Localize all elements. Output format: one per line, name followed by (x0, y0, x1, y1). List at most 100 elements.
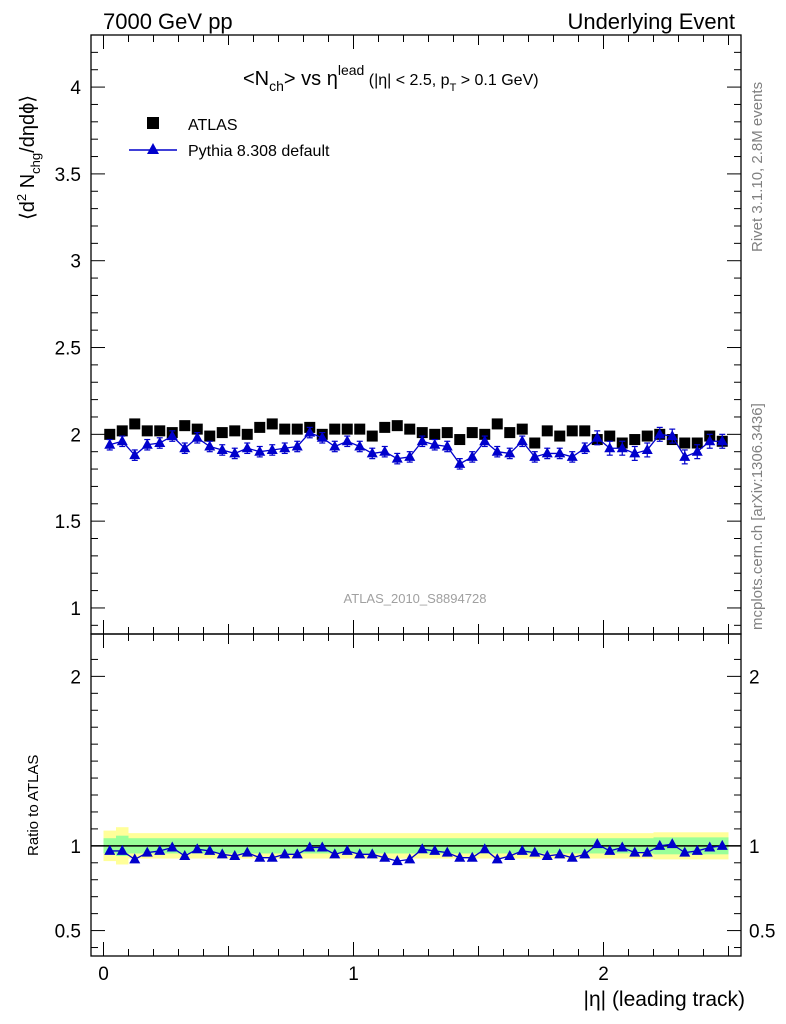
atlas-point (404, 423, 416, 435)
ratio-ytick-label-right: 1 (749, 837, 760, 858)
ratio-pythia-point (591, 838, 603, 849)
axes: 1 1.5 2 2.5 3 3.5 4 0.5 0.5 1 1 2 2 0 1 2 (55, 34, 775, 985)
atlas-point (454, 434, 466, 446)
legend: ATLAS Pythia 8.308 default (129, 117, 330, 160)
pythia-point (704, 435, 716, 446)
ratio-pythia-point (429, 844, 441, 855)
pythia-point (454, 457, 466, 468)
ratio-pythia-point (516, 844, 528, 855)
atlas-point (491, 418, 503, 430)
pythia-point (516, 435, 528, 446)
ratio-pythia-point (579, 848, 591, 859)
ratio-ylabel: Ratio to ATLAS (25, 755, 42, 856)
ratio-ytick-label: 1 (70, 837, 81, 858)
atlas-point (241, 428, 253, 440)
main-ytick-label: 2.5 (55, 339, 81, 360)
pythia-point (641, 443, 653, 454)
atlas-point (266, 418, 278, 430)
pythia-point (216, 443, 228, 454)
ratio-pythia-point (354, 848, 366, 859)
pythia-point (579, 442, 591, 453)
pythia-point (154, 437, 166, 448)
atlas-point (329, 423, 341, 435)
main-ytick-label: 1.5 (55, 512, 81, 533)
atlas-point (379, 421, 391, 433)
ratio-pythia-point (266, 851, 278, 862)
ratio-pythia-point (366, 848, 378, 859)
pythia-point (629, 447, 641, 458)
pythia-point (441, 440, 453, 451)
atlas-point (479, 428, 491, 440)
atlas-point (691, 437, 703, 449)
atlas-point (579, 425, 591, 437)
atlas-point (104, 428, 116, 440)
ratio-pythia-point (316, 841, 328, 852)
ratio-pythia-point (179, 850, 191, 861)
pythia-point (241, 442, 253, 453)
ratio-pythia-point (391, 855, 403, 866)
atlas-point (391, 420, 403, 432)
legend-pythia-label: Pythia 8.308 default (188, 143, 330, 160)
ratio-pythia-point (229, 850, 241, 861)
ratio-pythia-point (704, 841, 716, 852)
ratio-pythia-point (341, 844, 353, 855)
ratio-pythia-point (716, 839, 728, 850)
ratio-pythia-point (541, 850, 553, 861)
pythia-point (604, 442, 616, 453)
xlabel: |η| (leading track) (584, 988, 745, 1011)
atlas-point (179, 420, 191, 432)
main-ytick-label: 1 (70, 599, 81, 620)
ratio-pythia-point (566, 851, 578, 862)
atlas-point (141, 425, 153, 437)
ratio-pythia-point (254, 851, 266, 862)
main-ytick-label: 3.5 (55, 165, 81, 186)
pythia-point (554, 447, 566, 458)
pythia-point (116, 435, 128, 446)
atlas-point (291, 423, 303, 435)
main-ytick-label: 3 (70, 252, 81, 273)
ratio-pythia-point (241, 846, 253, 857)
pythia-point (391, 452, 403, 463)
pythia-point (379, 445, 391, 456)
atlas-point (679, 437, 691, 449)
atlas-point (541, 425, 553, 437)
pythia-point (466, 450, 478, 461)
ratio-ytick-label-right: 2 (749, 667, 760, 688)
ratio-pythia-point (154, 844, 166, 855)
main-ytick-label: 4 (70, 78, 81, 99)
pythia-point (329, 440, 341, 451)
ratio-panel-content (91, 827, 741, 866)
pythia-point (141, 438, 153, 449)
ratio-pythia-point (291, 848, 303, 859)
atlas-point (216, 427, 228, 439)
xtick-label: 0 (98, 964, 109, 985)
atlas-point (529, 437, 541, 449)
ratio-pythia-point (191, 843, 203, 854)
ratio-pythia-point (379, 851, 391, 862)
ratio-pythia-point (404, 853, 416, 864)
ratio-pythia-point (141, 846, 153, 857)
atlas-point (429, 428, 441, 440)
ratio-pythia-point (691, 844, 703, 855)
xtick-label: 2 (598, 964, 609, 985)
ratio-pythia-point (504, 850, 516, 861)
ratio-pythia-point (654, 839, 666, 850)
ratio-pythia-point (329, 848, 341, 859)
pythia-point (179, 442, 191, 453)
atlas-point (129, 418, 141, 430)
ratio-pythia-point (491, 853, 503, 864)
header-right: Underlying Event (567, 9, 735, 34)
pythia-point (291, 440, 303, 451)
pythia-point (366, 447, 378, 458)
pythia-point (566, 450, 578, 461)
pythia-point (191, 431, 203, 442)
atlas-point (279, 423, 291, 435)
ratio-pythia-point (279, 848, 291, 859)
atlas-point (604, 430, 616, 442)
pythia-point (304, 426, 316, 437)
pythia-point (691, 445, 703, 456)
analysis-watermark: ATLAS_2010_S8894728 (344, 591, 487, 606)
pythia-point (254, 445, 266, 456)
pythia-point (104, 438, 116, 449)
